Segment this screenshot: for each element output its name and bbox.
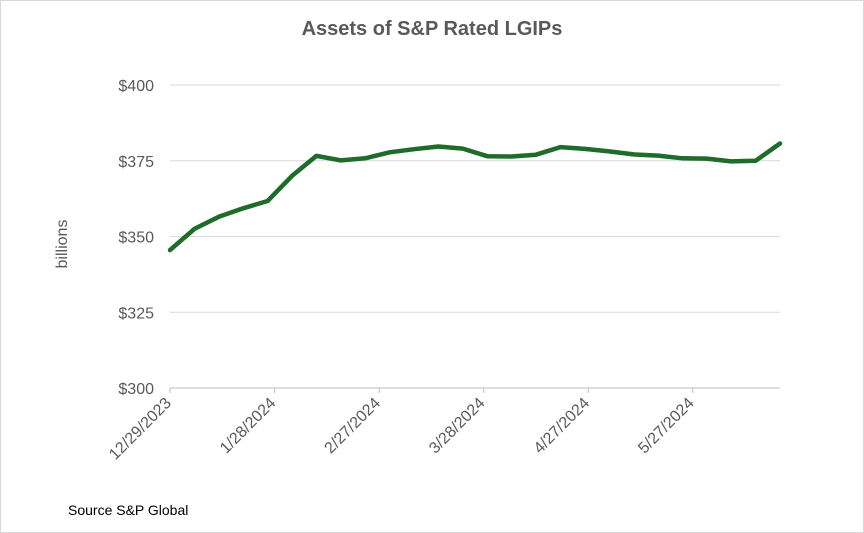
series-line [167,141,783,253]
chart-title: Assets of S&P Rated LGIPs [301,18,563,40]
x-tick-label: 5/27/2024 [635,395,697,457]
y-tick-label: $300 [118,381,154,398]
x-tick-label: 12/29/2023 [106,395,175,464]
source-note: Source S&P Global [68,502,189,518]
y-tick-label: $375 [118,154,154,171]
x-tick-label: 4/27/2024 [531,395,593,457]
y-tick-label: $325 [118,305,154,322]
x-tick-label: 2/27/2024 [322,395,384,457]
y-tick-label: $400 [118,78,154,95]
x-tick-label: 3/28/2024 [426,395,488,457]
y-tick-label: $350 [118,230,154,247]
x-tick-label: 1/28/2024 [217,395,279,457]
